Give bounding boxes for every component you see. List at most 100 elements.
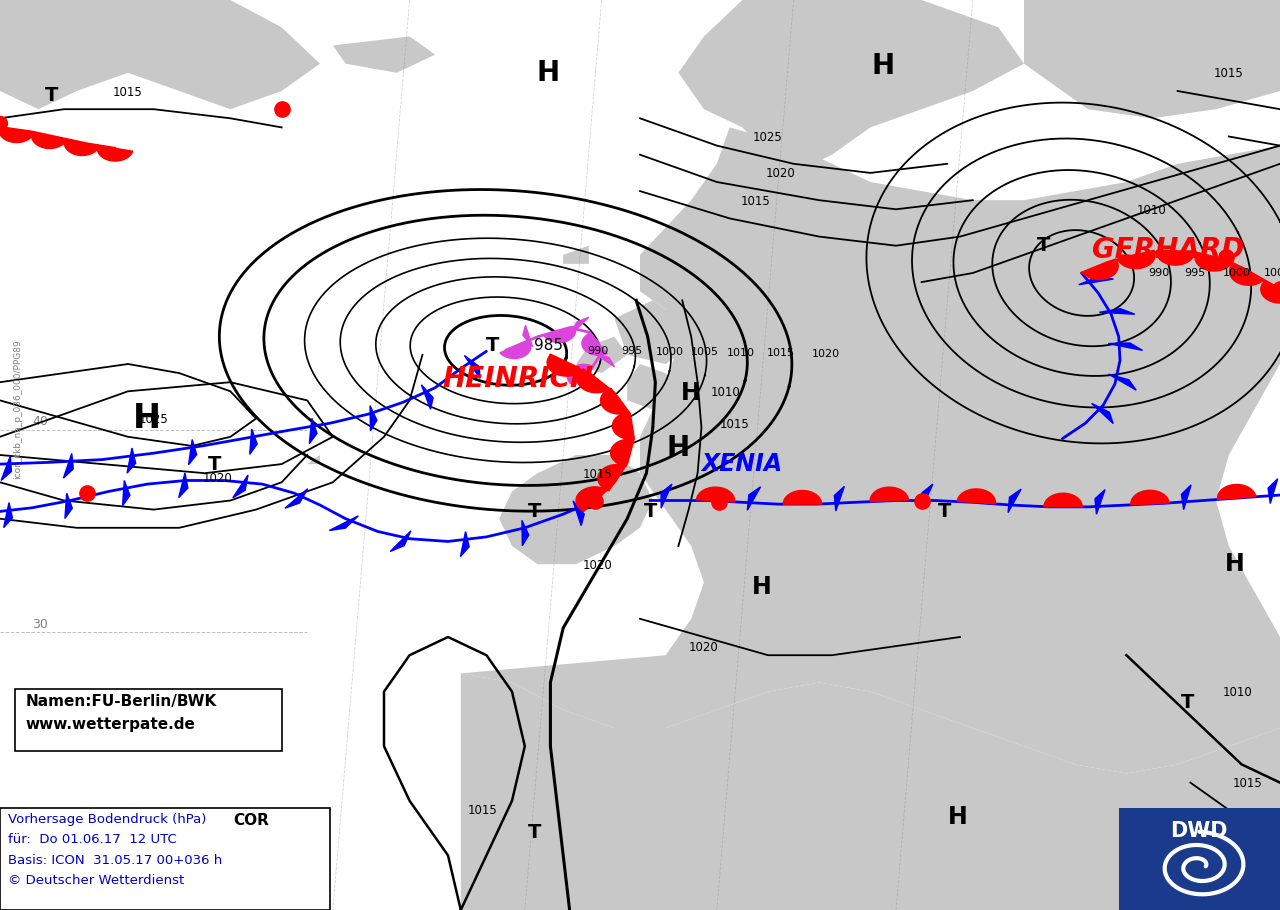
Polygon shape: [421, 385, 433, 410]
Text: 1010: 1010: [727, 348, 755, 358]
Polygon shape: [333, 36, 435, 73]
Text: © Deutscher Wetterdienst: © Deutscher Wetterdienst: [8, 874, 184, 886]
Text: 1020: 1020: [689, 641, 719, 653]
Polygon shape: [188, 440, 197, 465]
Polygon shape: [1092, 403, 1114, 423]
Text: für:  Do 01.06.17  12 UTC: für: Do 01.06.17 12 UTC: [8, 833, 177, 845]
Text: 40: 40: [32, 415, 47, 428]
Text: 1005: 1005: [1263, 268, 1280, 278]
Text: 1000: 1000: [1222, 268, 1251, 278]
Polygon shape: [32, 132, 67, 148]
Text: HEINRICH: HEINRICH: [443, 366, 594, 393]
Polygon shape: [0, 127, 35, 143]
Text: 1015: 1015: [719, 418, 749, 430]
Text: 1025: 1025: [138, 413, 169, 426]
Text: 1015: 1015: [767, 349, 795, 359]
Text: XENIA: XENIA: [701, 452, 782, 476]
Text: 1000: 1000: [655, 347, 684, 357]
Polygon shape: [563, 246, 589, 264]
Polygon shape: [611, 440, 634, 466]
Polygon shape: [64, 453, 73, 478]
Text: 1010: 1010: [1222, 686, 1252, 699]
Polygon shape: [65, 493, 72, 519]
Polygon shape: [600, 389, 628, 414]
Text: 1015: 1015: [1233, 777, 1262, 790]
Polygon shape: [499, 455, 653, 564]
Text: T: T: [209, 455, 221, 473]
Polygon shape: [696, 487, 735, 502]
Text: 1015: 1015: [467, 804, 497, 817]
Polygon shape: [1108, 374, 1137, 390]
Text: T: T: [938, 502, 951, 521]
Polygon shape: [1009, 489, 1021, 512]
Polygon shape: [627, 364, 678, 410]
Polygon shape: [783, 490, 822, 504]
Polygon shape: [1100, 308, 1135, 314]
Polygon shape: [1024, 0, 1280, 118]
Polygon shape: [1130, 490, 1169, 505]
Text: T: T: [529, 824, 541, 842]
Polygon shape: [1196, 253, 1233, 271]
Polygon shape: [522, 521, 529, 546]
Polygon shape: [310, 419, 317, 443]
Text: T: T: [529, 502, 541, 521]
Polygon shape: [1, 456, 12, 480]
Polygon shape: [573, 501, 584, 526]
Polygon shape: [1044, 493, 1083, 507]
Polygon shape: [678, 0, 1024, 173]
Polygon shape: [742, 246, 845, 300]
Polygon shape: [4, 502, 13, 528]
Polygon shape: [922, 484, 933, 508]
Polygon shape: [1117, 250, 1155, 268]
Text: T: T: [644, 502, 657, 521]
Bar: [15, 689, 282, 751]
Polygon shape: [748, 487, 760, 511]
Text: 1010: 1010: [1137, 204, 1167, 217]
Polygon shape: [127, 448, 136, 473]
Polygon shape: [576, 487, 607, 511]
Polygon shape: [123, 480, 129, 506]
Text: 1020: 1020: [812, 349, 840, 359]
Polygon shape: [591, 352, 614, 367]
Polygon shape: [1108, 343, 1143, 350]
Polygon shape: [1079, 277, 1114, 285]
Text: T: T: [45, 86, 58, 105]
Bar: [0, 808, 330, 910]
Polygon shape: [522, 325, 532, 347]
Polygon shape: [461, 673, 1280, 910]
Text: 30: 30: [32, 618, 47, 631]
Polygon shape: [1268, 479, 1277, 503]
Polygon shape: [1261, 281, 1280, 303]
Polygon shape: [1217, 484, 1256, 500]
Text: 1020: 1020: [765, 167, 796, 180]
Polygon shape: [614, 300, 691, 364]
Polygon shape: [1181, 485, 1192, 510]
Text: 1020: 1020: [582, 559, 612, 571]
Text: Vorhersage Bodendruck (hPa): Vorhersage Bodendruck (hPa): [8, 813, 206, 825]
Polygon shape: [64, 139, 100, 156]
Text: COR: COR: [233, 813, 269, 827]
Text: www.wetterpate.de: www.wetterpate.de: [26, 717, 196, 732]
Text: 985: 985: [534, 339, 563, 353]
Text: H: H: [681, 381, 701, 405]
Polygon shape: [461, 531, 470, 557]
Polygon shape: [598, 465, 625, 490]
Polygon shape: [1094, 490, 1105, 514]
Polygon shape: [612, 412, 634, 440]
Polygon shape: [500, 340, 531, 359]
Text: 1015: 1015: [1213, 67, 1244, 80]
Polygon shape: [662, 484, 672, 508]
Text: 990: 990: [588, 346, 608, 356]
Text: H: H: [133, 402, 161, 435]
Text: 1025: 1025: [753, 131, 783, 144]
Polygon shape: [957, 489, 996, 504]
Polygon shape: [307, 455, 320, 464]
Text: 1010: 1010: [710, 386, 740, 399]
Polygon shape: [370, 406, 376, 431]
Polygon shape: [233, 475, 248, 498]
Polygon shape: [1230, 263, 1263, 285]
Text: GERHARD: GERHARD: [1092, 237, 1244, 264]
Text: 995: 995: [1184, 268, 1206, 278]
Text: icon_tkb_na_p_036_000/PPG89: icon_tkb_na_p_036_000/PPG89: [13, 339, 22, 480]
Polygon shape: [547, 355, 582, 376]
